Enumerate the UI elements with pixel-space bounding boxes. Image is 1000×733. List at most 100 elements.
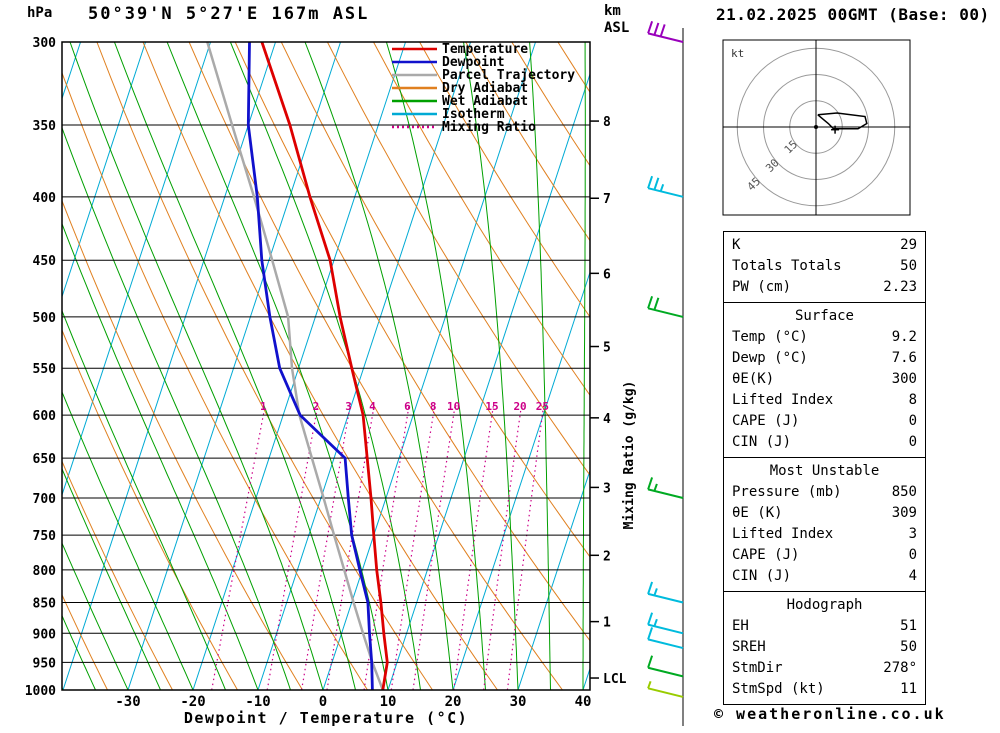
hodograph-ring-label: 15 xyxy=(782,138,801,157)
svg-text:550: 550 xyxy=(33,362,57,377)
svg-text:1: 1 xyxy=(603,616,611,631)
height-axis-unit-label: km ASL xyxy=(604,3,629,37)
info-label: PW (cm) xyxy=(732,279,792,295)
info-value: 51 xyxy=(900,618,917,634)
info-section-title: Surface xyxy=(794,308,854,324)
info-section-title: Most Unstable xyxy=(769,463,880,479)
mixing-ratio-labels: 1 2 3 4 6 8 10 15 20 25 xyxy=(260,400,549,413)
info-value: 11 xyxy=(900,681,917,697)
info-value: 9.2 xyxy=(891,329,917,345)
info-label: Lifted Index xyxy=(732,526,834,542)
hodograph-border xyxy=(722,39,911,216)
hodograph-ring-label: 45 xyxy=(745,175,764,194)
info-label: CIN (J) xyxy=(732,568,792,584)
info-value: 309 xyxy=(891,505,917,521)
svg-text:6: 6 xyxy=(603,267,611,282)
info-row: Pressure (mb) 850 xyxy=(732,482,917,503)
svg-text:10: 10 xyxy=(447,400,460,413)
wind-barb xyxy=(647,21,684,43)
info-label: Pressure (mb) xyxy=(732,484,842,500)
svg-text:650: 650 xyxy=(33,452,57,467)
km-axis: 1 2 3 4 5 6 7 8 LCL xyxy=(590,115,627,687)
svg-text:1: 1 xyxy=(260,400,267,413)
lcl-label: LCL xyxy=(603,672,627,687)
info-row: StmDir 278° xyxy=(732,658,917,679)
info-value: 0 xyxy=(908,434,917,450)
info-label: CIN (J) xyxy=(732,434,792,450)
legend-label: Parcel Trajectory xyxy=(442,68,575,83)
km-label: km xyxy=(604,3,621,19)
svg-text:750: 750 xyxy=(33,529,57,544)
hodograph-unit-label: kt xyxy=(731,47,744,60)
svg-text:600: 600 xyxy=(33,409,57,424)
svg-text:300: 300 xyxy=(33,36,57,51)
info-value: 50 xyxy=(900,258,917,274)
info-label: CAPE (J) xyxy=(732,413,800,429)
info-row: SREH 50 xyxy=(732,637,917,658)
svg-text:400: 400 xyxy=(33,191,57,206)
svg-text:450: 450 xyxy=(33,254,57,269)
hodograph-ring-label: 30 xyxy=(763,156,782,175)
svg-text:900: 900 xyxy=(33,627,57,642)
wind-barbs xyxy=(647,21,684,726)
svg-text:3: 3 xyxy=(345,400,352,413)
svg-text:6: 6 xyxy=(404,400,411,413)
isotherms xyxy=(62,42,590,690)
legend-label: Mixing Ratio xyxy=(442,120,536,135)
legend-label: Dewpoint xyxy=(442,55,505,70)
info-label: CAPE (J) xyxy=(732,547,800,563)
copyright: © weatheronline.co.uk xyxy=(714,705,946,723)
dewpoint-line xyxy=(246,42,374,690)
info-row: CIN (J) 0 xyxy=(732,432,917,453)
wind-barb xyxy=(647,295,684,318)
legend-label: Wet Adiabat xyxy=(442,94,528,109)
svg-text:30: 30 xyxy=(510,694,527,710)
info-label: StmDir xyxy=(732,660,783,676)
svg-text:8: 8 xyxy=(603,115,611,130)
svg-text:0: 0 xyxy=(319,694,327,710)
info-row: CAPE (J) 0 xyxy=(732,411,917,432)
info-label: Dewp (°C) xyxy=(732,350,808,366)
hodograph-trace xyxy=(817,112,868,130)
info-section: Hodograph EH 51 SREH 50 StmDir 278° StmSpd (kt)… xyxy=(723,591,926,705)
wind-barb xyxy=(647,627,684,650)
svg-text:20: 20 xyxy=(445,694,462,710)
svg-text:950: 950 xyxy=(33,656,57,671)
pressure-tick-labels: 300 350 400 450 500 550 600 650 700 750 800 850 900 9… xyxy=(25,36,56,699)
svg-text:40: 40 xyxy=(575,694,592,710)
info-row: θE(K) 300 xyxy=(732,369,917,390)
info-label: K xyxy=(732,237,741,253)
svg-text:3: 3 xyxy=(603,481,611,496)
svg-text:800: 800 xyxy=(33,564,57,579)
info-label: Totals Totals xyxy=(732,258,842,274)
info-label: EH xyxy=(732,618,749,634)
info-value: 8 xyxy=(908,392,917,408)
legend-label: Isotherm xyxy=(442,107,505,122)
info-label: Temp (°C) xyxy=(732,329,808,345)
wind-barb xyxy=(647,612,684,635)
info-section: Surface Temp (°C) 9.2 Dewp (°C) 7.6 θE(K) 300 L… xyxy=(723,302,926,458)
svg-text:850: 850 xyxy=(33,597,57,612)
info-section-title: Hodograph xyxy=(786,597,863,613)
info-row: Lifted Index 3 xyxy=(732,524,917,545)
temperature-line xyxy=(260,42,389,690)
svg-text:-30: -30 xyxy=(115,694,140,710)
info-section: K 29 Totals Totals 50 PW (cm) 2.23 xyxy=(723,231,926,303)
info-value: 7.6 xyxy=(891,350,917,366)
svg-text:15: 15 xyxy=(485,400,498,413)
info-label: Lifted Index xyxy=(732,392,834,408)
info-label: StmSpd (kt) xyxy=(732,681,825,697)
svg-text:4: 4 xyxy=(603,412,611,427)
svg-text:10: 10 xyxy=(380,694,397,710)
info-value: 0 xyxy=(908,413,917,429)
pressure-gridlines xyxy=(62,41,590,691)
svg-text:25: 25 xyxy=(536,400,549,413)
info-row: Lifted Index 8 xyxy=(732,390,917,411)
mixing-ratio-axis-label: Mixing Ratio (g/kg) xyxy=(622,381,637,530)
info-row: EH 51 xyxy=(732,616,917,637)
info-value: 50 xyxy=(900,639,917,655)
info-value: 4 xyxy=(908,568,917,584)
mixing-ratio-lines xyxy=(211,405,545,690)
